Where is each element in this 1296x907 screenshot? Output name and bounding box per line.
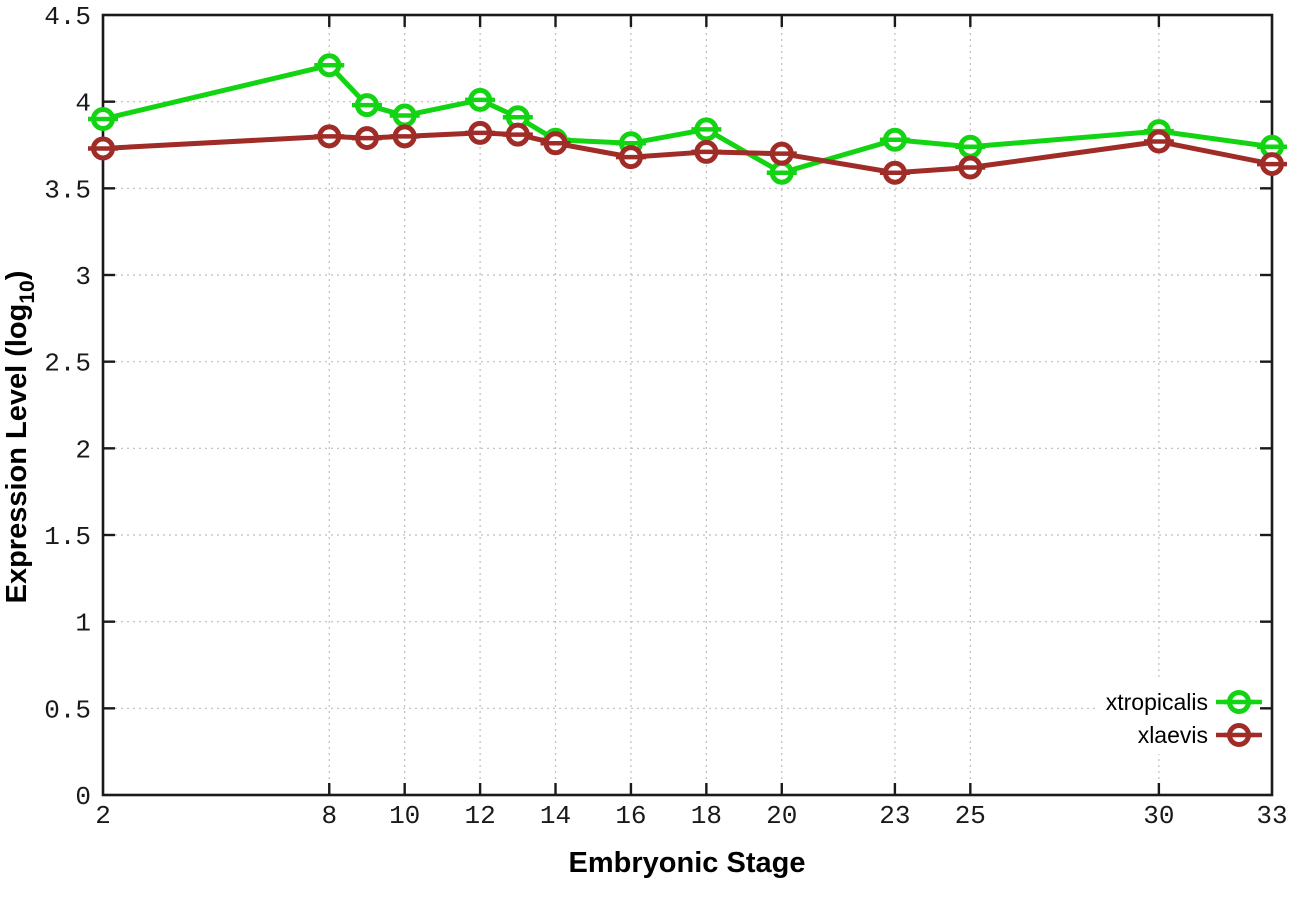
y-tick-label: 1.5 bbox=[44, 522, 91, 552]
xlaevis-point-ring bbox=[317, 124, 342, 149]
x-tick-label: 23 bbox=[879, 801, 910, 831]
legend-label-xlaevis: xlaevis bbox=[1138, 722, 1208, 748]
tick-label-layer: 2 8 10 12 14 16 18 20 23 25 30 33 0 0.5 1 1.5 2 2.5 3 3.5 4 4… bbox=[44, 2, 1287, 831]
xlaevis-point-ring bbox=[1260, 152, 1284, 177]
x-tick-label: 8 bbox=[321, 801, 337, 831]
xtropicalis-point-ring bbox=[354, 93, 379, 118]
x-axis-title: Embryonic Stage bbox=[569, 847, 806, 879]
xlaevis-point-ring bbox=[392, 124, 417, 149]
xlaevis-point-ring bbox=[354, 126, 379, 151]
tick-layer bbox=[103, 15, 1272, 795]
y-tick-label: 4 bbox=[75, 89, 91, 119]
legend-markers bbox=[1216, 690, 1262, 747]
y-tick-label: 3.5 bbox=[44, 175, 91, 205]
x-tick-label: 2 bbox=[95, 801, 111, 831]
y-tick-label: 0 bbox=[75, 782, 91, 812]
xtropicalis-point-ring bbox=[694, 117, 719, 142]
series-xtropicalis bbox=[88, 53, 1287, 185]
y-tick-label: 4.5 bbox=[44, 2, 91, 32]
xtropicalis-point-ring bbox=[91, 107, 115, 131]
plot-border bbox=[101, 13, 1274, 797]
legend-sample-point-xlaevis-ring bbox=[1227, 723, 1251, 747]
y-tick-label: 3 bbox=[75, 262, 91, 292]
series-layer bbox=[88, 53, 1287, 185]
x-tick-label: 10 bbox=[389, 801, 420, 831]
xtropicalis-point-ring bbox=[882, 127, 907, 152]
xlaevis-point-ring bbox=[91, 136, 115, 161]
x-tick-label: 18 bbox=[691, 801, 722, 831]
x-tick-label: 12 bbox=[464, 801, 495, 831]
x-tick-label: 25 bbox=[955, 801, 986, 831]
y-tick-label: 2 bbox=[75, 435, 91, 465]
xtropicalis-line bbox=[102, 62, 1273, 176]
x-tick-label: 14 bbox=[540, 801, 571, 831]
xtropicalis-point-ring bbox=[317, 53, 342, 78]
xtropicalis-point-ring bbox=[468, 87, 493, 112]
legend-label-xtropicalis: xtropicalis bbox=[1106, 689, 1208, 715]
xlaevis-point-ring bbox=[882, 160, 907, 185]
xlaevis-point-ring bbox=[958, 155, 983, 180]
x-tick-label: 16 bbox=[615, 801, 646, 831]
xlaevis-point-ring bbox=[769, 141, 794, 166]
x-tick-label: 30 bbox=[1143, 801, 1174, 831]
xlaevis-point-ring bbox=[618, 145, 643, 170]
x-tick-label: 20 bbox=[766, 801, 797, 831]
xlaevis-point-ring bbox=[1146, 129, 1171, 154]
xlaevis-point-ring bbox=[694, 139, 719, 164]
grid-layer bbox=[103, 15, 1272, 795]
legend-sample-point-xtropicalis-ring bbox=[1227, 690, 1251, 714]
xlaevis-point-ring bbox=[543, 131, 568, 156]
x-tick-label: 33 bbox=[1256, 801, 1287, 831]
y-axis-title: Expression Level (log10) bbox=[1, 271, 39, 604]
xlaevis-point-ring bbox=[468, 120, 493, 145]
y-tick-label: 2.5 bbox=[44, 349, 91, 379]
y-tick-label: 0.5 bbox=[44, 695, 91, 725]
xlaevis-point-ring bbox=[505, 122, 530, 147]
series-xlaevis bbox=[88, 120, 1287, 185]
legend: xtropicalis xlaevis bbox=[1106, 689, 1262, 748]
y-tick-label: 1 bbox=[75, 609, 91, 639]
xlaevis-line bbox=[102, 130, 1273, 176]
